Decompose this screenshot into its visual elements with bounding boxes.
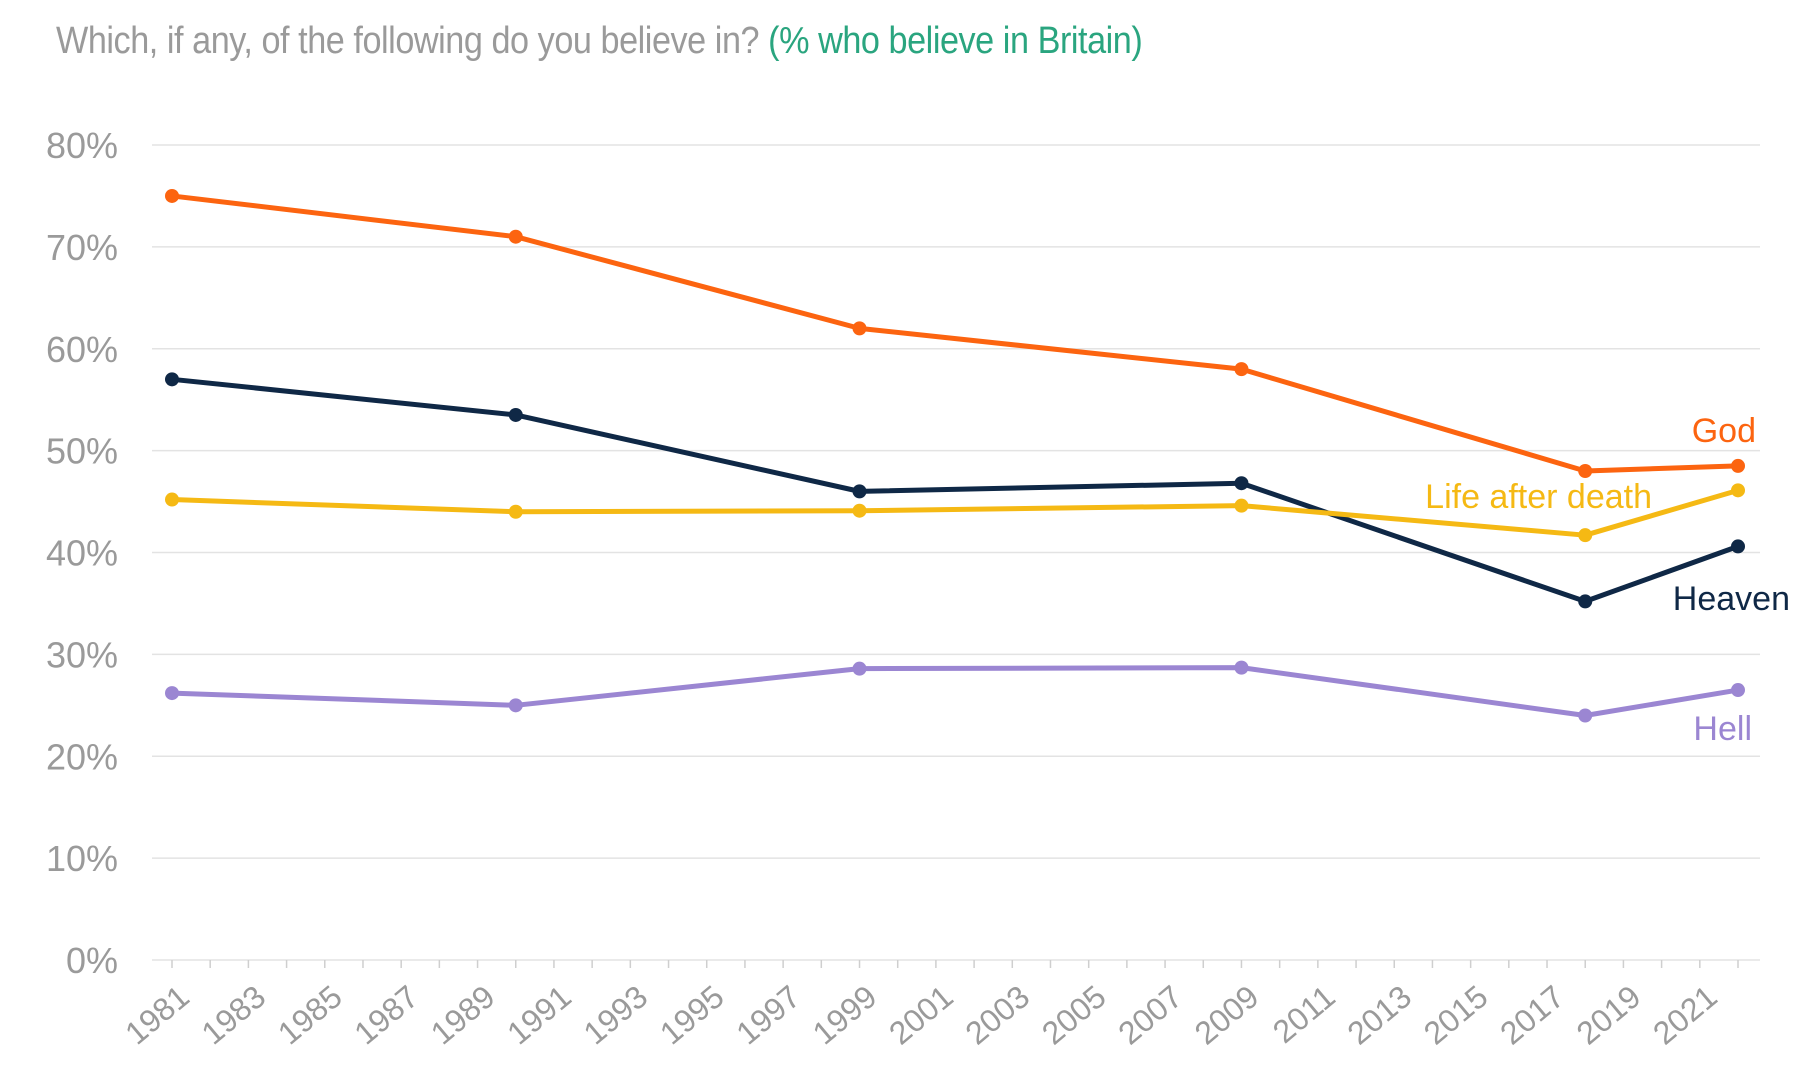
chart-title-main: Which, if any, of the following do you b… (56, 20, 760, 62)
data-point-god (165, 188, 179, 203)
x-tick-label: 2003 (959, 978, 1037, 1051)
x-tick-label: 1995 (653, 978, 731, 1051)
x-tick-label: 2013 (1340, 978, 1418, 1051)
x-tick-label: 1993 (577, 978, 655, 1051)
series-label-god: God (1692, 412, 1756, 450)
y-tick-label: 0% (66, 940, 118, 981)
x-tick-label: 2005 (1035, 978, 1113, 1051)
series-line-god (169, 193, 1741, 474)
data-point-heaven (1234, 476, 1249, 491)
chart-title-sub: (% who believe in Britain) (768, 20, 1143, 62)
x-tick-label: 1987 (347, 978, 425, 1051)
series-label-heaven: Heaven (1673, 580, 1790, 618)
y-tick-label: 80% (46, 125, 118, 166)
x-tick-label: 1999 (806, 978, 884, 1051)
series-labels: God Heaven Life after death Hell (1425, 412, 1790, 748)
data-point-hell (1234, 660, 1249, 675)
data-point-heaven (852, 484, 867, 499)
x-tick-label: 1983 (195, 978, 273, 1051)
y-tick-label: 30% (46, 634, 118, 675)
data-point-life-after-death (1731, 483, 1745, 498)
x-tick-label: 2015 (1417, 978, 1495, 1051)
y-tick-label: 70% (46, 227, 118, 268)
x-tick-label: 2021 (1646, 978, 1724, 1051)
series-lines (165, 188, 1745, 723)
x-tick-label: 2007 (1111, 978, 1189, 1051)
data-point-hell (1731, 683, 1745, 698)
data-point-heaven (1731, 539, 1745, 554)
series-line-heaven (169, 376, 1741, 604)
data-point-god (508, 229, 523, 244)
x-tick-label: 1985 (271, 978, 349, 1051)
x-tick-label: 1989 (424, 978, 502, 1051)
series-line-life-after-death (169, 487, 1741, 538)
x-tick-label: 1991 (500, 978, 578, 1051)
y-tick-label: 40% (46, 533, 118, 574)
series-label-life-after-death: Life after death (1425, 478, 1652, 516)
x-axis: 1981198319851987198919911993199519971999… (118, 959, 1760, 1052)
y-axis-ticks: 0% 10% 20% 30% 40% 50% 60% 70% 80% (46, 125, 118, 981)
data-point-hell (1578, 708, 1593, 723)
x-tick-label: 2019 (1570, 978, 1648, 1051)
y-tick-label: 50% (46, 431, 118, 472)
data-point-god (1234, 362, 1249, 377)
x-tick-label: 2009 (1188, 978, 1266, 1051)
y-tick-label: 60% (46, 329, 118, 370)
y-tick-label: 10% (46, 838, 118, 879)
data-point-life-after-death (852, 503, 867, 518)
data-point-heaven (1578, 594, 1593, 609)
series-line-hell (169, 665, 1741, 718)
data-point-heaven (165, 372, 179, 387)
data-point-god (852, 321, 867, 336)
x-tick-label: 1997 (729, 978, 807, 1051)
data-point-hell (165, 686, 179, 701)
data-point-life-after-death (1234, 498, 1249, 513)
x-tick-label: 2001 (882, 978, 960, 1051)
chart-title: Which, if any, of the following do you b… (56, 20, 1143, 63)
data-point-life-after-death (1578, 528, 1593, 543)
data-point-hell (508, 698, 523, 713)
data-point-life-after-death (508, 504, 523, 519)
gridlines (152, 144, 1760, 859)
y-tick-label: 20% (46, 736, 118, 777)
series-label-hell: Hell (1693, 710, 1752, 748)
data-point-heaven (508, 407, 523, 422)
x-tick-label: 2017 (1493, 978, 1571, 1051)
x-tick-label: 1981 (118, 978, 196, 1051)
data-point-hell (852, 661, 867, 676)
data-point-god (1578, 464, 1593, 478)
data-point-life-after-death (165, 492, 179, 507)
data-point-god (1731, 458, 1745, 473)
x-tick-label: 2011 (1266, 978, 1342, 1050)
